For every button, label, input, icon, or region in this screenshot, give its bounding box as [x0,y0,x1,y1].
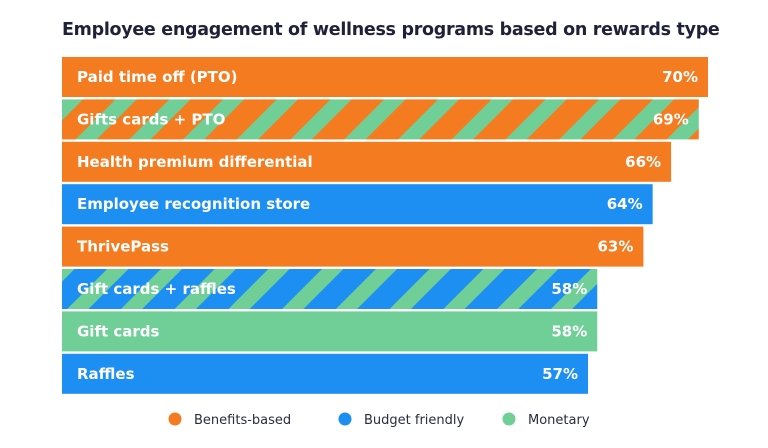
bar-group: Paid time off (PTO) 70% [62,57,708,97]
data-label: 58% [551,280,587,298]
chart-title: Employee engagement of wellness programs… [62,20,720,40]
bar [62,269,598,309]
bar-group: Health premium differential 66% [62,141,672,182]
bar-label: Gift cards [77,322,160,340]
bar-label: ThrivePass [77,238,169,256]
bar [62,311,598,352]
legend-swatch [338,412,352,426]
legend-label: Monetary [528,413,590,428]
bar-group: Gift cards 58% [62,311,598,352]
legend-swatch [502,412,516,426]
bar [62,141,672,182]
bar-label: Gifts cards + PTO [77,110,225,128]
bar-group: Gift cards + raffles 58% [62,269,598,309]
bar-group: Raffles 57% [62,353,589,394]
bar [62,57,708,97]
bar [62,226,644,267]
bar-group: ThrivePass 63% [62,226,644,267]
legend-swatch [168,412,182,426]
bar-label: Employee recognition store [77,195,310,213]
bar-label: Raffles [77,365,135,383]
data-label: 70% [662,68,698,86]
bar-label: Paid time off (PTO) [77,68,238,86]
legend-label: Budget friendly [364,413,465,428]
data-label: 57% [542,365,578,383]
bar [62,353,589,394]
legend-label: Benefits-based [194,413,291,428]
legend-item: Benefits-based [168,412,291,428]
bar-group: Employee recognition store 64% [62,184,653,225]
bar-group: Gifts cards + PTO 69% [62,99,699,140]
data-label: 69% [653,110,689,128]
bar [62,184,653,225]
bar-label: Gift cards + raffles [77,280,236,298]
legend-item: Budget friendly [338,412,465,428]
data-label: 63% [597,238,633,256]
data-label: 58% [551,322,587,340]
data-label: 66% [625,153,661,171]
data-label: 64% [607,195,643,213]
bar-label: Health premium differential [77,153,313,171]
legend-item: Monetary [502,412,590,428]
bar [62,99,699,140]
